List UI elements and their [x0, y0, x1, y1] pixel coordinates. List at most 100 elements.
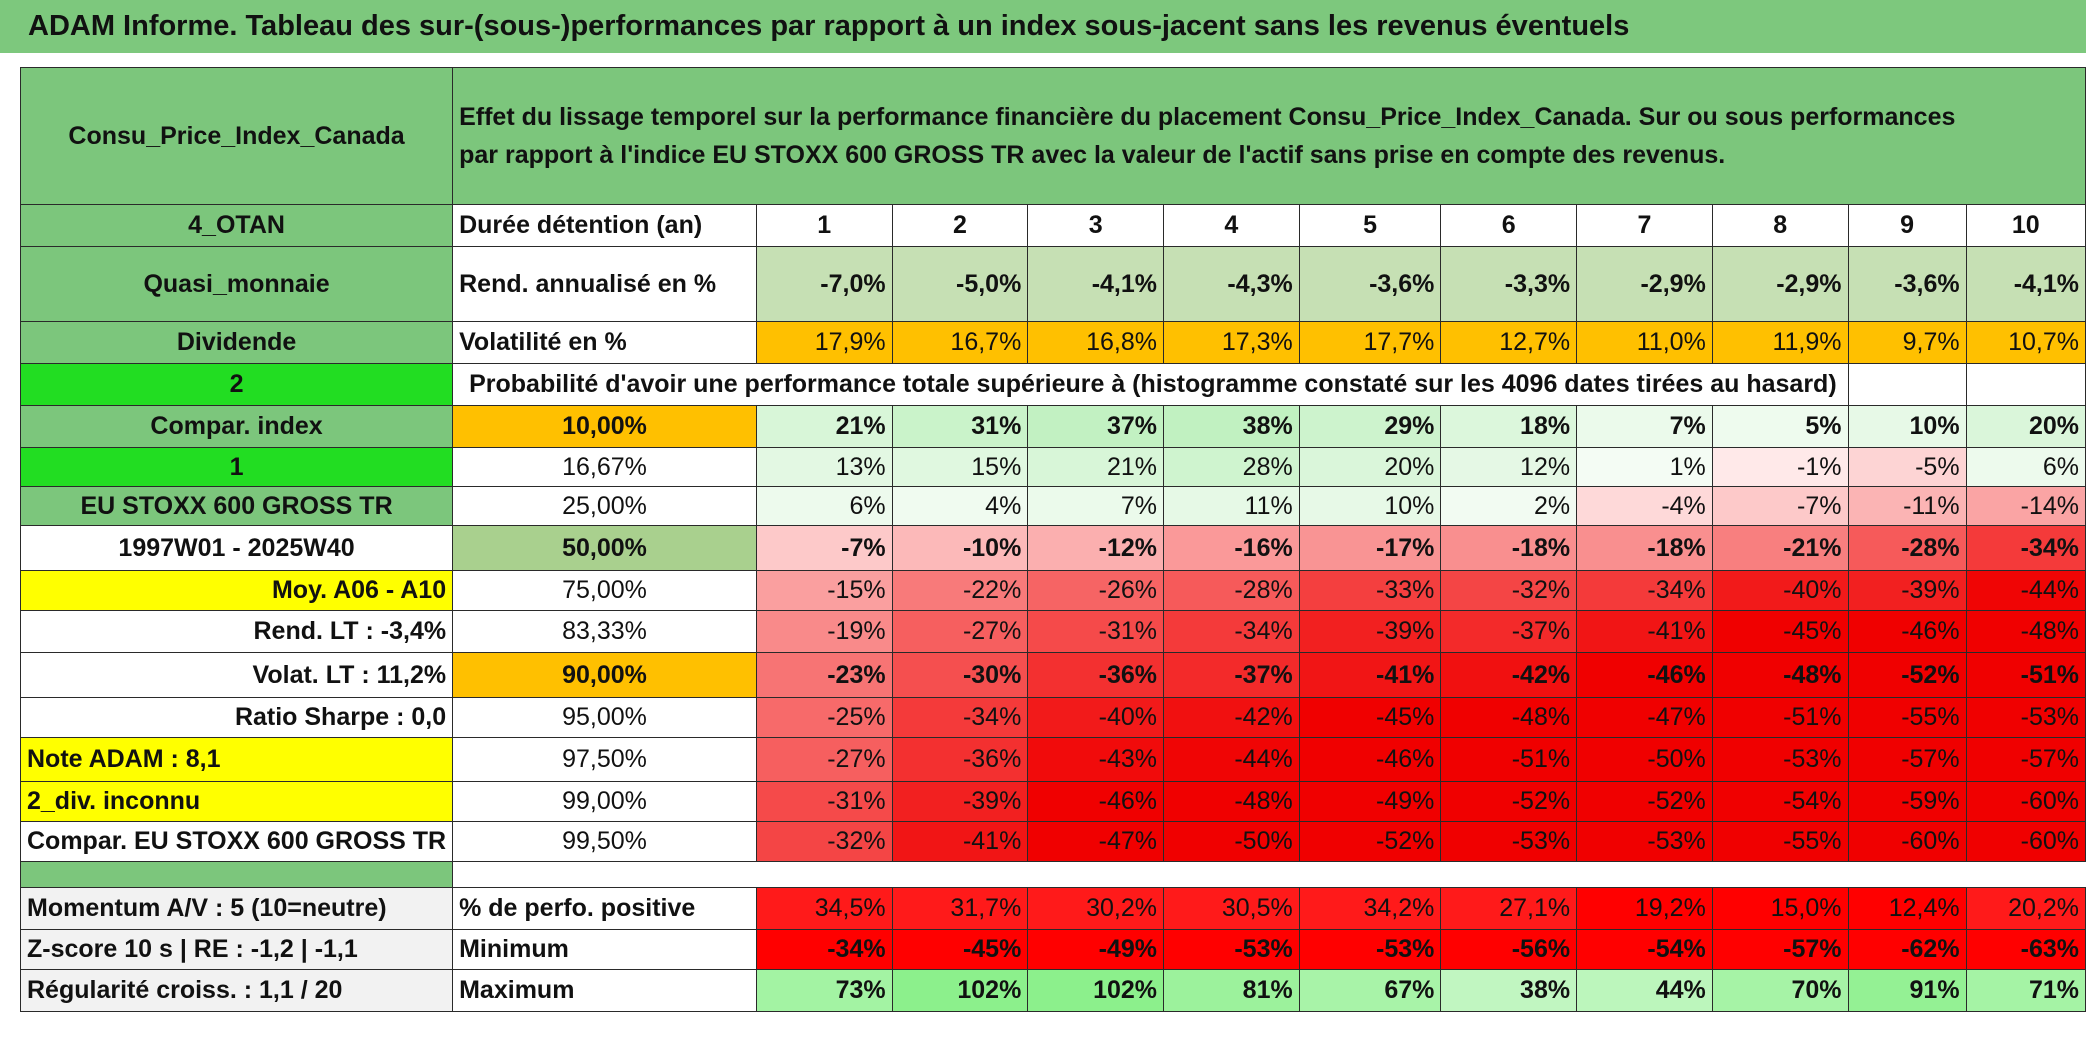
- label-regularite: Régularité croiss. : 1,1 / 20: [19, 969, 454, 1012]
- prob-cell: -47%: [1027, 821, 1165, 862]
- prob-threshold: 75,00%: [452, 570, 757, 611]
- maximum-cell: 71%: [1965, 969, 2086, 1012]
- description: Effet du lissage temporel sur la perform…: [452, 67, 2086, 205]
- prob-cell: -25%: [755, 697, 893, 738]
- positive-cell: 27,1%: [1440, 887, 1578, 930]
- prob-cell: -49%: [1298, 781, 1442, 822]
- asset-name: Consu_Price_Index_Canada: [19, 67, 454, 205]
- prob-cell: -26%: [1027, 570, 1165, 611]
- prob-cell: -50%: [1163, 821, 1300, 862]
- rend-cell: -3,6%: [1298, 246, 1442, 322]
- label-momentum: Momentum A/V : 5 (10=neutre): [19, 887, 454, 930]
- prob-cell: -17%: [1298, 525, 1442, 571]
- prob-cell: -53%: [1440, 821, 1578, 862]
- prob-cell: 20%: [1965, 405, 2086, 448]
- prob-cell: -18%: [1576, 525, 1713, 571]
- label-maximum: Maximum: [452, 969, 757, 1012]
- positive-cell: 19,2%: [1576, 887, 1713, 930]
- prob-cell: -34%: [891, 697, 1029, 738]
- prob-cell: -42%: [1440, 652, 1578, 698]
- label-note: Note ADAM : 8,1: [19, 737, 454, 782]
- prob-cell: 11%: [1163, 486, 1300, 526]
- prob-cell: -10%: [891, 525, 1029, 571]
- minimum-cell: -49%: [1027, 929, 1165, 970]
- year-header: 9: [1847, 204, 1967, 247]
- prob-cell: 29%: [1298, 405, 1442, 448]
- positive-cell: 12,4%: [1847, 887, 1967, 930]
- proba-title: Probabilité d'avoir une performance tota…: [452, 363, 1849, 406]
- prob-cell: -52%: [1298, 821, 1442, 862]
- prob-cell: 28%: [1163, 447, 1300, 487]
- maximum-cell: 44%: [1576, 969, 1713, 1012]
- prob-cell: -60%: [1965, 781, 2086, 822]
- year-header: 8: [1711, 204, 1849, 247]
- label-positive: % de perfo. positive: [452, 887, 757, 930]
- prob-cell: -32%: [755, 821, 893, 862]
- label-period: 1997W01 - 2025W40: [19, 525, 454, 571]
- prob-cell: -52%: [1440, 781, 1578, 822]
- prob-cell: -4%: [1576, 486, 1713, 526]
- prob-cell: -41%: [891, 821, 1029, 862]
- prob-cell: 37%: [1027, 405, 1165, 448]
- vol-cell: 11,0%: [1576, 321, 1713, 364]
- prob-cell: -27%: [755, 737, 893, 782]
- prob-cell: -46%: [1027, 781, 1165, 822]
- prob-cell: 38%: [1163, 405, 1300, 448]
- label-vol: Volatilité en %: [452, 321, 757, 364]
- rend-cell: -7,0%: [755, 246, 893, 322]
- prob-cell: 7%: [1576, 405, 1713, 448]
- prob-cell: -30%: [891, 652, 1029, 698]
- prob-cell: 13%: [755, 447, 893, 487]
- prob-cell: 4%: [891, 486, 1029, 526]
- prob-cell: -28%: [1847, 525, 1967, 571]
- label-two: 2: [19, 363, 454, 406]
- prob-threshold: 83,33%: [452, 610, 757, 653]
- prob-cell: -51%: [1440, 737, 1578, 782]
- prob-cell: -22%: [891, 570, 1029, 611]
- prob-cell: 31%: [891, 405, 1029, 448]
- prob-cell: -21%: [1711, 525, 1849, 571]
- prob-cell: -48%: [1440, 697, 1578, 738]
- prob-cell: -7%: [1711, 486, 1849, 526]
- label-otan: 4_OTAN: [19, 204, 454, 247]
- prob-cell: -54%: [1711, 781, 1849, 822]
- prob-cell: -45%: [1298, 697, 1442, 738]
- prob-cell: -52%: [1576, 781, 1713, 822]
- prob-cell: -31%: [755, 781, 893, 822]
- prob-cell: -33%: [1298, 570, 1442, 611]
- rend-cell: -4,1%: [1027, 246, 1165, 322]
- prob-threshold: 25,00%: [452, 486, 757, 526]
- prob-cell: -45%: [1711, 610, 1849, 653]
- prob-cell: -53%: [1576, 821, 1713, 862]
- prob-cell: -16%: [1163, 525, 1300, 571]
- prob-cell: 1%: [1576, 447, 1713, 487]
- year-header: 5: [1298, 204, 1442, 247]
- spacer-cell: [19, 861, 454, 888]
- year-header: 10: [1965, 204, 2086, 247]
- prob-cell: -46%: [1847, 610, 1967, 653]
- prob-cell: -19%: [755, 610, 893, 653]
- maximum-cell: 70%: [1711, 969, 1849, 1012]
- prob-cell: -41%: [1298, 652, 1442, 698]
- prob-cell: -28%: [1163, 570, 1300, 611]
- vol-cell: 9,7%: [1847, 321, 1967, 364]
- prob-cell: -44%: [1163, 737, 1300, 782]
- prob-cell: -34%: [1965, 525, 2086, 571]
- minimum-cell: -34%: [755, 929, 893, 970]
- rend-cell: -2,9%: [1711, 246, 1849, 322]
- prob-cell: -40%: [1711, 570, 1849, 611]
- prob-cell: -39%: [1298, 610, 1442, 653]
- prob-cell: 10%: [1847, 405, 1967, 448]
- prob-cell: -37%: [1440, 610, 1578, 653]
- prob-cell: -12%: [1027, 525, 1165, 571]
- performance-table: Consu_Price_Index_Canada Effet du lissage…: [19, 67, 2086, 1012]
- spacer-cell: [452, 861, 2086, 888]
- prob-threshold: 99,00%: [452, 781, 757, 822]
- label-duree: Durée détention (an): [452, 204, 757, 247]
- prob-cell: -43%: [1027, 737, 1165, 782]
- label-volat-lt: Volat. LT : 11,2%: [19, 652, 454, 698]
- prob-threshold: 99,50%: [452, 821, 757, 862]
- empty-cell: [1965, 363, 2086, 406]
- prob-threshold: 90,00%: [452, 652, 757, 698]
- prob-cell: -18%: [1440, 525, 1578, 571]
